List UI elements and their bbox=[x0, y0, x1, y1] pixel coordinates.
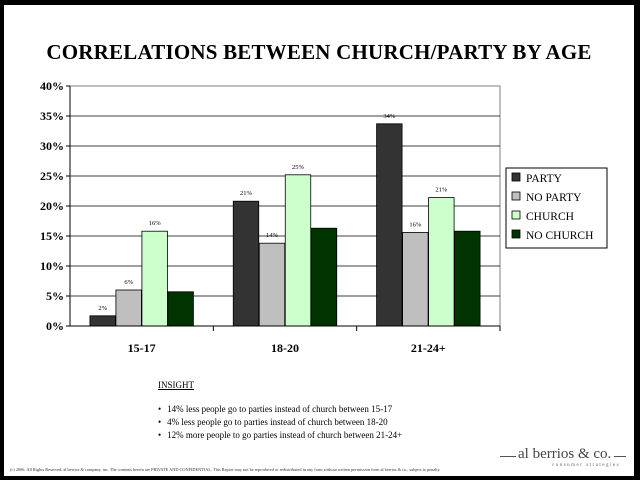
data-label: 2% bbox=[98, 305, 107, 312]
y-tick-label: 30% bbox=[40, 139, 64, 153]
data-label: 6% bbox=[124, 279, 133, 286]
legend-box bbox=[505, 167, 608, 249]
y-tick-label: 0% bbox=[46, 319, 64, 333]
logo-rule-right bbox=[614, 456, 626, 457]
bar-no-church bbox=[454, 230, 481, 327]
bar-church bbox=[428, 197, 455, 327]
legend-swatch bbox=[511, 172, 521, 182]
insight-bullet: 14% less people go to parties instead of… bbox=[158, 404, 402, 414]
y-tick-label: 15% bbox=[40, 229, 64, 243]
legend-swatch bbox=[511, 191, 521, 201]
bar-church bbox=[141, 230, 168, 327]
bar-no-party bbox=[402, 231, 429, 327]
y-tick-label: 10% bbox=[40, 259, 64, 273]
bar-chart: 2% 6% 16% 21% 14% 25% 34% 16% 21% 0% 5% 10% 15% 20% 2… bbox=[40, 79, 608, 355]
y-tick-label: 35% bbox=[40, 109, 64, 123]
data-label: 25% bbox=[292, 164, 305, 171]
legend-label: CHURCH bbox=[526, 211, 574, 223]
company-logo: al berrios & co. consumer strategies bbox=[500, 445, 626, 473]
legend-label: NO CHURCH bbox=[526, 230, 593, 242]
legend-label: PARTY bbox=[526, 173, 563, 185]
insight-bullet: 12% more people to go parties instead of… bbox=[158, 430, 402, 440]
x-tick-label: 21-24+ bbox=[411, 341, 446, 355]
data-label: 14% bbox=[266, 232, 279, 239]
bar-no-church bbox=[167, 291, 194, 327]
data-label: 21% bbox=[240, 190, 253, 197]
logo-tagline: consumer strategies bbox=[552, 463, 621, 468]
data-label: 16% bbox=[409, 221, 422, 228]
x-tick-label: 18-20 bbox=[271, 341, 299, 355]
bars bbox=[89, 123, 481, 327]
bar-no-party bbox=[115, 289, 142, 327]
legend-swatch bbox=[511, 210, 521, 220]
legend: PARTY NO PARTY CHURCH NO CHURCH bbox=[505, 167, 608, 249]
chart-title: CORRELATIONS BETWEEN CHURCH/PARTY BY AGE bbox=[46, 40, 592, 64]
insight-panel: INSIGHT 14% less people go to parties in… bbox=[158, 380, 402, 443]
copyright-footer: (c) 2006. All Rights Reserved. al berrio… bbox=[10, 467, 441, 472]
data-labels: 2% 6% 16% 21% 14% 25% 34% 16% 21% bbox=[98, 113, 448, 312]
bar-party bbox=[89, 315, 116, 327]
y-tick-label: 25% bbox=[40, 169, 64, 183]
y-tick-label: 20% bbox=[40, 199, 64, 213]
bar-party bbox=[376, 123, 403, 327]
axes: 0% 5% 10% 15% 20% 25% 30% 35% 40% 15-17 18-20 21-24… bbox=[40, 79, 501, 355]
data-label: 21% bbox=[435, 187, 448, 194]
bar-party bbox=[232, 200, 260, 327]
legend-swatch bbox=[511, 229, 521, 239]
bar-no-party bbox=[258, 242, 286, 327]
logo-name: al berrios & co. bbox=[518, 446, 612, 462]
insight-bullet: 4% less people go to parties instead of … bbox=[158, 417, 402, 427]
x-tick-label: 15-17 bbox=[128, 341, 156, 355]
data-label: 34% bbox=[383, 113, 396, 120]
y-tick-label: 40% bbox=[40, 79, 64, 93]
bar-no-church bbox=[310, 227, 338, 327]
slide: CORRELATIONS BETWEEN CHURCH/PARTY BY AGE… bbox=[4, 5, 634, 476]
bar-church bbox=[284, 174, 312, 327]
insight-list: 14% less people go to parties instead of… bbox=[158, 404, 402, 440]
data-label: 16% bbox=[149, 220, 162, 227]
logo-rule-left bbox=[500, 456, 516, 457]
y-tick-label: 5% bbox=[46, 289, 64, 303]
insight-title: INSIGHT bbox=[158, 380, 194, 390]
legend-label: NO PARTY bbox=[526, 192, 582, 204]
